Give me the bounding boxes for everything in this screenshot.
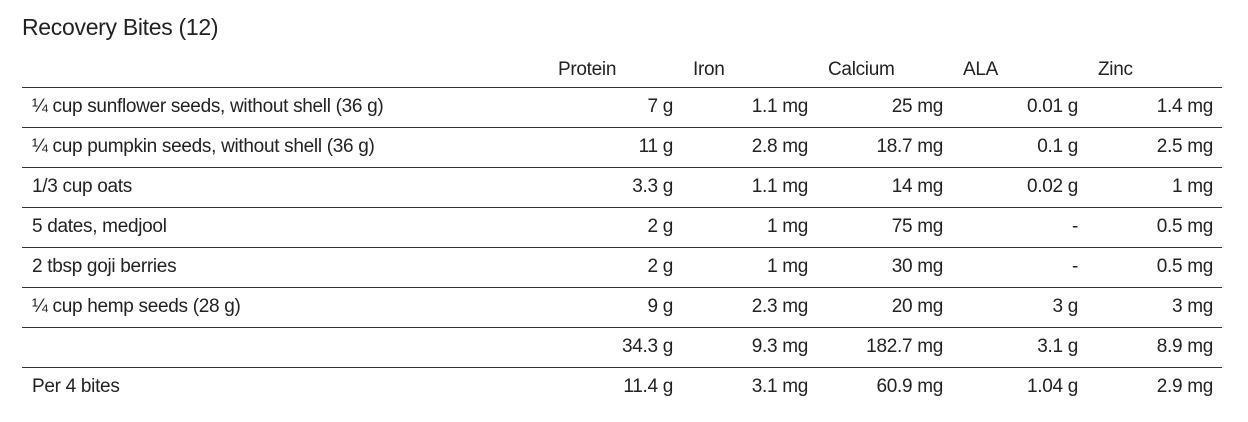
cell: 1.4 mg: [1156, 96, 1214, 117]
cell: 2.5 mg: [1156, 136, 1214, 157]
row-label: ¼ cup sunflower seeds, without shell (36…: [32, 96, 384, 117]
table-title: Recovery Bites (12): [22, 14, 219, 40]
cell: 0.02 g: [1026, 176, 1078, 197]
row-label: ¼ cup pumpkin seeds, without shell (36 g…: [32, 136, 375, 157]
cell: 25 mg: [891, 96, 944, 117]
cell: 3 mg: [1171, 296, 1213, 317]
row-rule: [22, 207, 1222, 208]
cell: 3.1 mg: [751, 376, 809, 397]
cell: 0.01 g: [1026, 96, 1078, 117]
cell: 3.1 g: [1037, 336, 1078, 357]
cell: 2.9 mg: [1156, 376, 1214, 397]
cell: 2.3 mg: [751, 296, 809, 317]
column-header: Calcium: [828, 59, 895, 80]
row-label: 1/3 cup oats: [32, 176, 132, 197]
cell: 1.04 g: [1026, 376, 1078, 397]
row-rule: [22, 167, 1222, 168]
column-header: Protein: [558, 59, 617, 80]
cell: 34.3 g: [621, 336, 673, 357]
cell: 1 mg: [1171, 176, 1213, 197]
cell: -: [1071, 216, 1078, 237]
cell: 14 mg: [891, 176, 944, 197]
cell: 3.3 g: [632, 176, 673, 197]
row-label: 2 tbsp goji berries: [32, 256, 177, 277]
column-header: Zinc: [1098, 59, 1133, 80]
cell: 3 g: [1052, 296, 1078, 317]
row-rule: [22, 367, 1222, 368]
cell: 182.7 mg: [866, 336, 943, 357]
column-header: ALA: [963, 59, 999, 80]
cell: 7 g: [647, 96, 673, 117]
cell: 1.1 mg: [751, 96, 809, 117]
cell: 30 mg: [891, 256, 944, 277]
cell: 1 mg: [766, 216, 808, 237]
cell: 11 g: [638, 136, 674, 157]
row-rule: [22, 127, 1222, 128]
cell: 60.9 mg: [876, 376, 943, 397]
cell: -: [1071, 256, 1078, 277]
row-rule: [22, 327, 1222, 328]
row-rule: [22, 287, 1222, 288]
cell: 8.9 mg: [1156, 336, 1214, 357]
cell: 2.8 mg: [751, 136, 809, 157]
header-rule: [22, 87, 1222, 88]
cell: 1 mg: [766, 256, 808, 277]
cell: 18.7 mg: [876, 136, 943, 157]
cell: 9.3 mg: [751, 336, 809, 357]
row-rule: [22, 247, 1222, 248]
cell: 2 g: [647, 256, 673, 277]
row-label: 5 dates, medjool: [32, 216, 167, 237]
cell: 75 mg: [891, 216, 944, 237]
cell: 11.4 g: [623, 376, 673, 397]
cell: 0.5 mg: [1156, 256, 1214, 277]
cell: 20 mg: [891, 296, 944, 317]
column-header: Iron: [693, 59, 725, 80]
row-label: Per 4 bites: [32, 376, 120, 397]
cell: 9 g: [647, 296, 673, 317]
row-label: ¼ cup hemp seeds (28 g): [32, 296, 241, 317]
cell: 0.1 g: [1037, 136, 1078, 157]
cell: 2 g: [647, 216, 673, 237]
cell: 1.1 mg: [751, 176, 809, 197]
cell: 0.5 mg: [1156, 216, 1214, 237]
